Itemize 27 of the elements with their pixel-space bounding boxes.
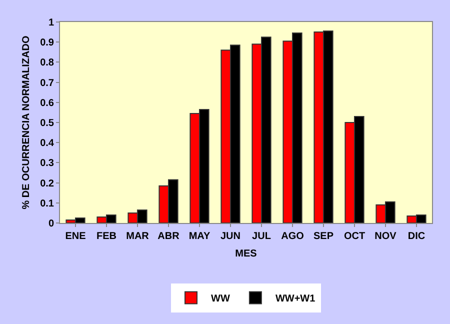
x-tick-label: ABR [158, 231, 180, 242]
legend-label: WW+W1 [275, 294, 316, 305]
x-tick-label: JUL [252, 231, 271, 242]
x-tick-label: AGO [281, 231, 304, 242]
x-tick-label: MAR [126, 231, 150, 242]
y-tick-label: 1 [48, 18, 54, 28]
x-axis-title: MES [235, 248, 258, 260]
y-tick-label: 0.2 [40, 178, 54, 190]
legend-label: WW [211, 294, 230, 305]
x-tick-label: NOV [374, 231, 397, 242]
y-tick-label: 0.9 [40, 38, 54, 49]
x-tick-label: ENE [65, 231, 86, 242]
y-tick-label: 0.1 [40, 198, 54, 210]
x-tick-label: DIC [408, 231, 426, 242]
y-tick-label: 0.6 [40, 98, 54, 109]
y-tick-label: 0 [48, 218, 54, 230]
x-tick-label: OCT [344, 231, 366, 242]
x-tick-label: FEB [96, 231, 116, 242]
x-tick-label: MAY [188, 231, 210, 242]
x-tick-label: JUN [220, 231, 241, 242]
x-tick-label: SEP [313, 231, 334, 242]
y-axis-title: % DE OCURRENCIA NORMALIZADO [21, 36, 32, 210]
y-tick-label: 0.8 [40, 58, 54, 69]
y-tick-label: 0.7 [40, 78, 54, 89]
y-tick-label: 0.5 [40, 118, 54, 129]
y-tick-label: 0.4 [40, 138, 54, 150]
y-tick-label: 0.3 [40, 158, 54, 170]
